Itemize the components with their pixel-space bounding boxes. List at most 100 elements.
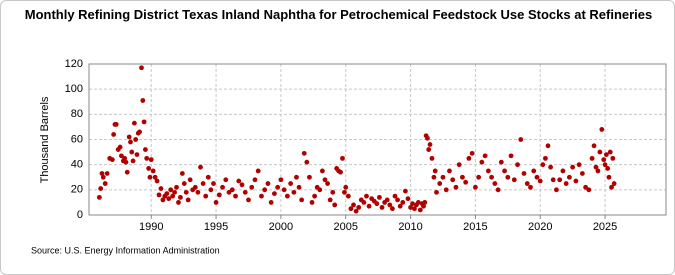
y-tick-label: 60: [71, 133, 83, 145]
x-tick-label: 2020: [528, 221, 552, 233]
data-point: [187, 177, 193, 183]
data-point: [463, 179, 469, 185]
data-point: [113, 122, 119, 127]
data-point: [576, 162, 582, 168]
data-point: [415, 200, 421, 205]
data-point: [265, 181, 271, 186]
data-point: [152, 174, 158, 180]
data-point: [275, 184, 281, 190]
data-point: [460, 174, 465, 180]
data-point: [104, 171, 110, 176]
data-point: [208, 187, 214, 193]
data-point: [309, 200, 315, 205]
data-point: [192, 184, 198, 190]
data-point: [379, 205, 385, 210]
plot-frame: [88, 63, 667, 216]
data-point: [469, 150, 475, 156]
data-point: [284, 193, 290, 199]
data-point: [100, 174, 106, 180]
data-point: [144, 155, 150, 161]
data-point: [479, 159, 485, 165]
data-point: [143, 147, 148, 152]
data-point: [246, 197, 251, 203]
data-point: [505, 174, 511, 180]
data-point: [131, 120, 137, 126]
data-point: [591, 143, 597, 149]
data-point: [422, 200, 428, 205]
data-point: [492, 181, 498, 186]
data-point: [340, 155, 345, 161]
data-point: [518, 137, 524, 142]
data-point: [377, 194, 382, 200]
data-point: [597, 149, 603, 155]
data-point: [325, 181, 330, 186]
data-point: [239, 182, 245, 188]
data-point: [148, 157, 154, 163]
data-point: [345, 193, 351, 199]
data-point: [98, 186, 104, 191]
data-point: [550, 177, 556, 183]
data-point: [447, 168, 452, 174]
data-point: [226, 189, 232, 195]
data-point: [456, 162, 462, 168]
data-point: [548, 164, 553, 170]
data-point: [450, 177, 456, 183]
data-point: [570, 164, 576, 170]
data-point: [137, 129, 142, 135]
data-point: [603, 152, 609, 158]
data-point: [272, 191, 277, 197]
data-point: [384, 197, 390, 203]
data-point: [348, 206, 354, 212]
data-point: [213, 200, 219, 205]
data-point: [102, 181, 108, 186]
data-point: [417, 207, 423, 213]
data-point: [150, 168, 156, 174]
data-point: [579, 171, 585, 176]
data-point: [141, 119, 147, 125]
data-point: [160, 197, 166, 203]
y-tick-label: 100: [65, 83, 83, 95]
data-point: [586, 187, 592, 193]
data-point: [319, 168, 325, 174]
data-point: [364, 193, 369, 199]
data-point: [233, 193, 238, 199]
data-point: [278, 177, 284, 183]
x-tick-label: 2025: [593, 221, 617, 233]
data-point: [443, 187, 449, 193]
data-point: [122, 155, 128, 161]
chart-title: Monthly Refining District Texas Inland N…: [24, 7, 653, 22]
data-point: [528, 184, 533, 190]
data-point: [236, 178, 242, 184]
data-point: [611, 181, 617, 186]
data-point: [361, 200, 367, 205]
data-point: [601, 157, 607, 163]
data-point: [583, 184, 589, 190]
data-point: [573, 178, 579, 184]
data-point: [374, 201, 380, 207]
data-point: [599, 127, 605, 132]
data-point: [294, 174, 299, 180]
data-point: [567, 174, 572, 180]
data-point: [440, 174, 446, 180]
data-point: [366, 203, 372, 209]
data-point: [111, 132, 117, 137]
source-note: Source: U.S. Energy Information Administ…: [31, 245, 220, 255]
data-point: [124, 169, 130, 175]
data-point: [560, 168, 566, 174]
y-tick-label: 0: [77, 209, 83, 221]
data-point: [200, 181, 206, 186]
data-point: [605, 166, 611, 171]
data-point: [134, 152, 140, 158]
y-tick-label: 120: [65, 58, 83, 70]
data-point: [158, 186, 164, 191]
data-point: [498, 159, 504, 165]
data-point: [387, 202, 393, 208]
data-point: [476, 174, 482, 180]
data-point: [327, 197, 333, 203]
data-point: [317, 187, 323, 193]
data-point: [179, 171, 185, 176]
data-point: [255, 168, 261, 174]
data-point: [353, 208, 359, 214]
data-point: [299, 197, 305, 203]
data-point: [259, 193, 264, 199]
